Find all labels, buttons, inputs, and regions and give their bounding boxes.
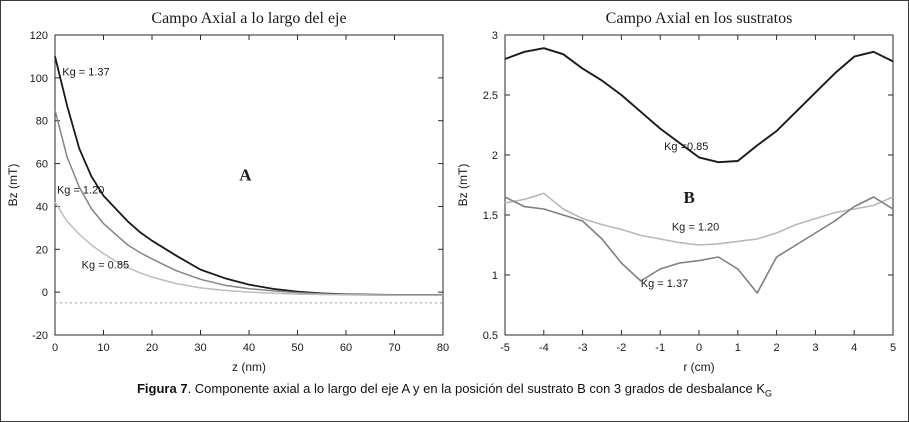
x-tick-label: 0 <box>696 342 702 354</box>
series-kg-1.37 <box>504 196 894 294</box>
y-tick-label: 60 <box>36 159 48 171</box>
y-axis-label: Bz (mT) <box>6 164 20 207</box>
panel-label: A <box>239 166 252 185</box>
y-tick-label: 80 <box>36 116 48 128</box>
x-tick-label: 60 <box>340 342 352 354</box>
y-tick-label: 120 <box>30 30 48 42</box>
x-tick-label: -3 <box>578 342 588 354</box>
series-kg-0.85 <box>504 47 894 164</box>
y-tick-label: 1 <box>492 270 498 282</box>
y-tick-label: -20 <box>32 330 48 342</box>
series-annotation: Kg = 1.37 <box>62 67 109 79</box>
series-annotation: Kg =0.85 <box>664 141 708 153</box>
x-tick-label: -5 <box>500 342 510 354</box>
chart-axial-along-axis: Campo Axial a lo largo del eje 0 10 20 30 40 5… <box>6 10 449 374</box>
y-axis-label: Bz (mT) <box>456 164 470 207</box>
series-kg-0.85 <box>54 201 443 296</box>
x-tick-label: 2 <box>774 342 780 354</box>
y-tick-label: 2.5 <box>483 90 498 102</box>
x-tick-label: 50 <box>291 342 303 354</box>
plot-frame <box>54 34 444 336</box>
y-tick-label: 1.5 <box>483 210 498 222</box>
y-tick-label: 20 <box>36 244 48 256</box>
x-tick-label: -4 <box>539 342 549 354</box>
figure-caption-subscript: G <box>765 388 773 399</box>
x-tick-label: 5 <box>890 342 896 354</box>
panel-label: B <box>683 188 694 207</box>
x-tick-label: 80 <box>437 342 449 354</box>
chart-title: Campo Axial a lo largo del eje <box>151 10 346 27</box>
x-tick-label: 40 <box>243 342 255 354</box>
series-annotation: Kg = 1.20 <box>672 222 719 234</box>
y-tick-label: 3 <box>492 30 498 42</box>
y-tick-label: 0.5 <box>483 330 498 342</box>
chart-axial-substrates: Campo Axial en los sustratos -5 -4 -3 -2 -1 0 1… <box>456 10 896 374</box>
y-tick-label: 40 <box>36 201 48 213</box>
x-axis-label: z (nm) <box>232 360 266 374</box>
y-tick-label: 100 <box>30 73 48 85</box>
x-tick-label: 3 <box>812 342 818 354</box>
y-tick-label: 0 <box>42 287 48 299</box>
series-annotation: Kg = 0.85 <box>82 260 129 272</box>
x-axis-label: r (cm) <box>683 360 714 374</box>
x-tick-label: -1 <box>655 342 665 354</box>
series-annotation: Kg = 1.20 <box>57 185 104 197</box>
x-tick-label: 20 <box>146 342 158 354</box>
series-annotation: Kg = 1.37 <box>641 278 688 290</box>
series-kg-1.20 <box>504 192 894 246</box>
charts-row: Campo Axial a lo largo del eje 0 10 20 30 40 5… <box>1 1 908 377</box>
plot-frame <box>504 34 894 336</box>
figure-caption-label: Figura 7 <box>136 381 188 396</box>
figure-caption: Figura 7. Componente axial a lo largo de… <box>1 381 908 399</box>
x-tick-label: 0 <box>52 342 58 354</box>
x-tick-label: 4 <box>851 342 857 354</box>
y-tick-label: 2 <box>492 150 498 162</box>
x-tick-label: 30 <box>194 342 206 354</box>
chart-title: Campo Axial en los sustratos <box>606 10 793 27</box>
x-tick-label: 1 <box>735 342 741 354</box>
x-tick-label: 10 <box>97 342 109 354</box>
x-tick-label: 70 <box>388 342 400 354</box>
x-tick-label: -2 <box>617 342 627 354</box>
figure-caption-text: . Componente axial a lo largo del eje A … <box>187 381 765 396</box>
